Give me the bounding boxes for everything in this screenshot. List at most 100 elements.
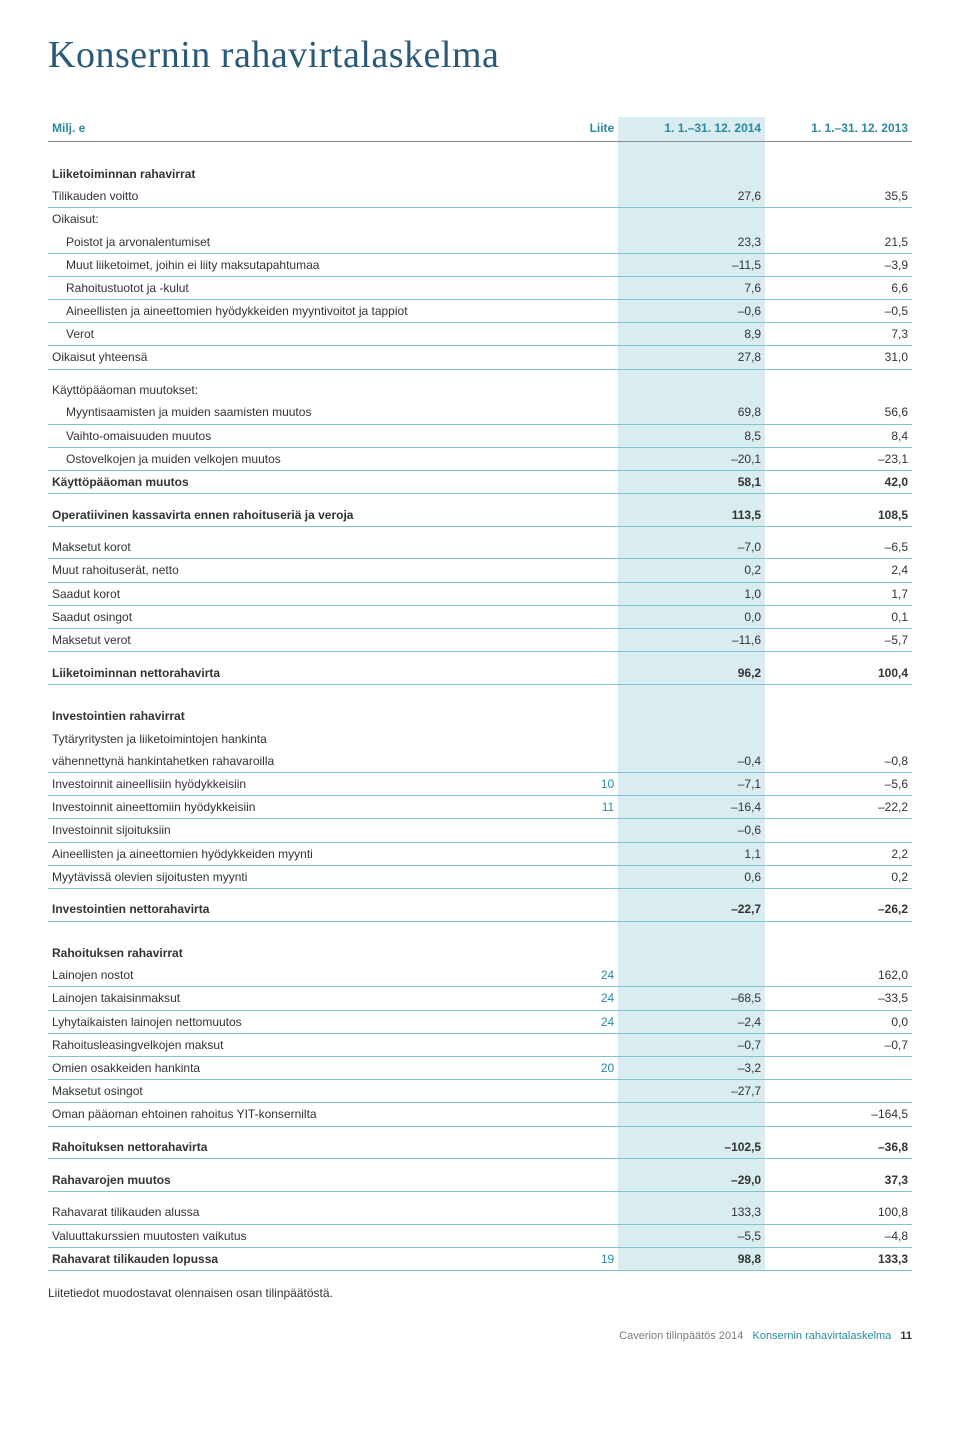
value-2013: –0,5 [765,300,912,323]
table-row: Vaihto-omaisuuden muutos8,58,4 [48,424,912,447]
table-row: Ostovelkojen ja muiden velkojen muutos –2… [48,447,912,470]
value-2014: 1,1 [618,842,765,865]
row-label: Oikaisut: [48,208,549,231]
value-2013: –0,8 [765,750,912,773]
table-row: Rahoitusleasingvelkojen maksut–0,7–0,7 [48,1033,912,1056]
row-label: Muut liiketoimet, joihin ei liity maksut… [48,253,549,276]
value-2013: –36,8 [765,1136,912,1159]
value-2013: 100,4 [765,662,912,685]
page-title: Konsernin rahavirtalaskelma [48,30,912,81]
footer-left: Caverion tilinpäätös 2014 [619,1330,743,1342]
col-period1: 1. 1.–31. 12. 2014 [618,117,765,142]
table-row: Maksetut korot–7,0–6,5 [48,536,912,559]
table-row: Rahavarat tilikauden alussa 133,3100,8 [48,1201,912,1224]
row-label: Käyttöpääoman muutos [48,470,549,493]
value-2014: –3,2 [618,1057,765,1080]
value-2014: –0,6 [618,819,765,842]
value-2014 [618,1103,765,1126]
value-2013 [765,379,912,401]
table-row: Rahoituksen nettorahavirta–102,5–36,8 [48,1136,912,1159]
table-row: Lainojen takaisinmaksut24–68,5–33,5 [48,987,912,1010]
row-label: Rahavarat tilikauden alussa [48,1201,549,1224]
table-row: Tytäryritysten ja liiketoimintojen hanki… [48,728,912,750]
liite-ref: 19 [601,1252,614,1266]
row-label: Aineellisten ja aineettomien hyödykkeide… [48,300,549,323]
value-2014: 0,2 [618,559,765,582]
table-row: Oikaisut yhteensä27,831,0 [48,346,912,369]
value-2013 [765,819,912,842]
table-row: Aineellisten ja aineettomien hyödykkeide… [48,300,912,323]
table-row: Rahavarojen muutos–29,037,3 [48,1169,912,1192]
value-2013: 162,0 [765,964,912,987]
table-row: Myytävissä olevien sijoitusten myynti0,6… [48,865,912,888]
row-label: Lainojen takaisinmaksut [48,987,549,1010]
table-row: Rahavarat tilikauden lopussa1998,8133,3 [48,1247,912,1270]
row-label: Lainojen nostot [48,964,549,987]
value-2014: 133,3 [618,1201,765,1224]
value-2013: 8,4 [765,424,912,447]
value-2013: –164,5 [765,1103,912,1126]
value-2014: 98,8 [618,1247,765,1270]
page-footer: Caverion tilinpäätös 2014 Konsernin raha… [48,1329,912,1344]
row-label: Maksetut korot [48,536,549,559]
col-milj: Milj. e [48,117,549,142]
table-row: Tilikauden voitto27,635,5 [48,185,912,208]
value-2013 [765,1080,912,1103]
value-2013: 108,5 [765,504,912,527]
row-label: Investoinnit sijoituksiin [48,819,549,842]
footer-page: 11 [900,1330,912,1342]
value-2013: –0,7 [765,1033,912,1056]
row-label: Operatiivinen kassavirta ennen rahoituse… [48,504,549,527]
value-2014: –68,5 [618,987,765,1010]
value-2013: 0,1 [765,605,912,628]
value-2014: 8,5 [618,424,765,447]
row-label: Rahoitusleasingvelkojen maksut [48,1033,549,1056]
value-2013: –26,2 [765,898,912,921]
table-row: Investointien nettorahavirta–22,7–26,2 [48,898,912,921]
value-2014: –11,5 [618,253,765,276]
row-label: Omien osakkeiden hankinta [48,1057,549,1080]
value-2014 [618,379,765,401]
value-2014: –29,0 [618,1169,765,1192]
table-row: Investoinnit sijoituksiin –0,6 [48,819,912,842]
value-2013: 21,5 [765,231,912,254]
value-2014: –0,6 [618,300,765,323]
row-label: Rahavarat tilikauden lopussa [48,1247,549,1270]
value-2013: 100,8 [765,1201,912,1224]
table-row: Poistot ja arvonalentumiset23,321,5 [48,231,912,254]
liite-ref: 11 [602,800,614,814]
value-2013: –23,1 [765,447,912,470]
table-row: Maksetut osingot–27,7 [48,1080,912,1103]
row-label: Verot [48,323,549,346]
table-row: Rahoitustuotot ja -kulut7,66,6 [48,276,912,299]
value-2014: –27,7 [618,1080,765,1103]
value-2013: –4,8 [765,1224,912,1247]
value-2013: 35,5 [765,185,912,208]
value-2014: 27,8 [618,346,765,369]
value-2014: –102,5 [618,1136,765,1159]
row-label: Lyhytaikaisten lainojen nettomuutos [48,1010,549,1033]
value-2013: 42,0 [765,470,912,493]
value-2013: 2,2 [765,842,912,865]
value-2013 [765,728,912,750]
row-label: Rahavarojen muutos [48,1169,549,1192]
row-label: Tilikauden voitto [48,185,549,208]
value-2014: 7,6 [618,276,765,299]
value-2013: –5,7 [765,629,912,652]
value-2013: –5,6 [765,772,912,795]
row-label: Ostovelkojen ja muiden velkojen muutos [48,447,549,470]
value-2013: –6,5 [765,536,912,559]
table-row: Operatiivinen kassavirta ennen rahoituse… [48,504,912,527]
table-row: Omien osakkeiden hankinta20–3,2 [48,1057,912,1080]
value-2014: 96,2 [618,662,765,685]
value-2014: 1,0 [618,582,765,605]
value-2013: –22,2 [765,796,912,819]
table-row: Muut rahoituserät, netto0,22,4 [48,559,912,582]
value-2013: –3,9 [765,253,912,276]
section-header: Rahoituksen rahavirrat [48,931,912,964]
row-label: Oikaisut yhteensä [48,346,549,369]
value-2014: 0,0 [618,605,765,628]
row-label: Poistot ja arvonalentumiset [48,231,549,254]
value-2014: –0,4 [618,750,765,773]
value-2013: 0,2 [765,865,912,888]
